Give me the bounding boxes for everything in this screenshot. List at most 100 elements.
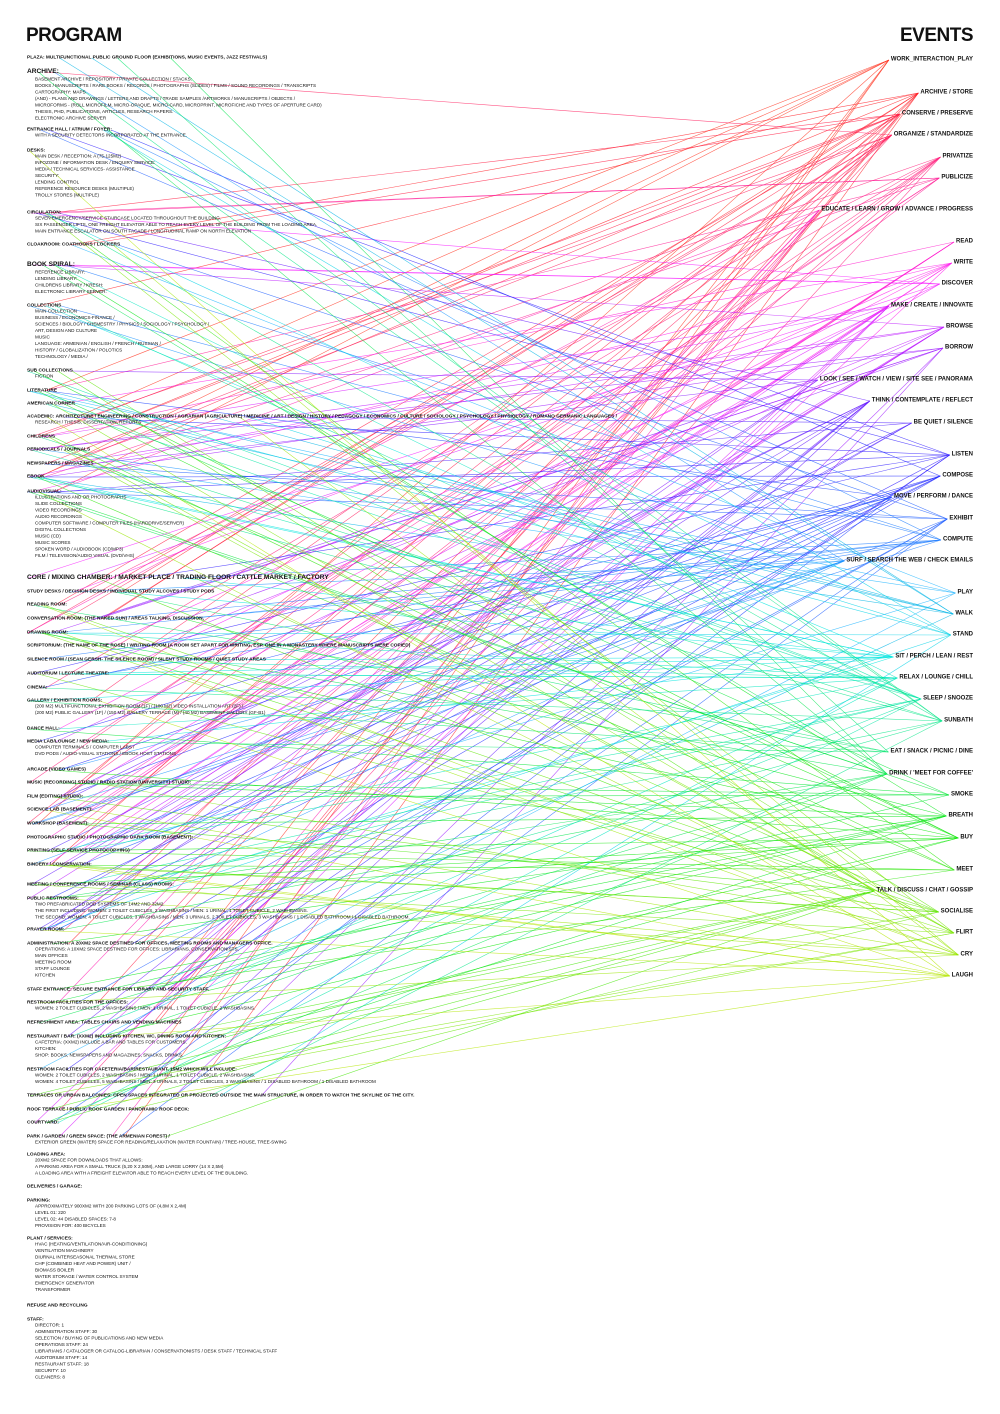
program-line: SIX PASSENGER LIFTS, ONE FREIGHT ELEVATO… — [35, 222, 317, 227]
connection-line — [170, 57, 888, 775]
connection-line — [29, 150, 950, 977]
program-line: BUSINESS / ECONOMICS-FINANCE / — [35, 315, 115, 320]
connection-line — [49, 400, 870, 931]
connection-line — [103, 262, 952, 647]
program-line: REFERENCE LIBRARY: — [35, 270, 85, 275]
events-list: WORK_INTERACTION_PLAY ARCHIVE / STORE CONS… — [820, 57, 974, 979]
connection-line — [57, 782, 950, 796]
connection-line — [68, 560, 845, 593]
program-line: EXTERIOR GREEN (WATER) SPACE FOR READING… — [35, 1140, 287, 1145]
connection-line — [112, 244, 959, 956]
connection-line — [71, 244, 956, 594]
event-label: THINK / CONTEMPLATE / REFLECT — [872, 398, 974, 404]
program-line: MEETING ROOM — [35, 960, 72, 965]
connection-line — [58, 400, 870, 798]
connection-line — [34, 305, 890, 1124]
program-line: AUDITORIUM STAFF: 14 — [35, 1355, 88, 1360]
program-line: SCIENCES / BIOLOGY / CHEMESTRY / PHYSICS… — [35, 322, 210, 327]
program-heading: TERRACES OR URBAN BALCONIES: OPEN SPACES… — [27, 1092, 414, 1098]
connection-line — [41, 241, 955, 438]
program-line: LENDING LIBRARY: — [35, 276, 77, 281]
connection-line — [65, 864, 950, 977]
event-label: WRITE — [954, 260, 973, 266]
connection-line — [52, 815, 947, 945]
connection-line — [64, 656, 894, 675]
program-line: FICTION — [35, 374, 53, 379]
connection-line — [65, 264, 942, 541]
connection-line — [45, 134, 892, 465]
connection-line — [75, 823, 875, 892]
program-heading: ENTRANCE HALL / ATRIUM / FOYER: — [27, 126, 112, 132]
program-line: FILM / TELEVISION/AUDIO VISUAL (DVD/VHS) — [35, 553, 135, 558]
program-heading: RESTAURANT / BAR: (XXM2) INCLUDING KITCH… — [27, 1033, 226, 1039]
connection-line — [83, 463, 956, 594]
program-line: CARTOGRAPHY: MAPS — [35, 90, 86, 95]
program-heading: STAFF: — [27, 1316, 44, 1322]
connection-line — [34, 539, 942, 825]
connection-line — [114, 591, 889, 753]
connection-line — [111, 129, 941, 477]
program-heading: ROOF TERRACE / PUBLIC ROOF GARDEN / PANO… — [27, 1106, 190, 1112]
connection-line — [161, 59, 890, 991]
program-line: DVD PODS / AUDIO-VISUAL STATIONS / EBOOK… — [35, 751, 176, 756]
program-heading: PUBLIC RESTROOMS: — [27, 895, 79, 901]
program-line: SLIDE COLLECTIONS — [35, 501, 82, 506]
connection-line — [68, 370, 818, 381]
program-line: MUSIC (CD) — [35, 534, 61, 539]
program-heading: CLOAKROOM: COATHOOKS / LOCKERS — [27, 241, 121, 247]
program-heading: STUDY DESKS / DECISION DESKS / INDIVIDUA… — [27, 588, 215, 594]
connection-line — [27, 700, 889, 753]
connection-line — [46, 305, 890, 866]
connection-line — [56, 677, 898, 852]
program-line: SHOP: BOOKS, NEWSPAPERS AND MAGAZINES, S… — [35, 1053, 183, 1058]
program-heading: SCIENCE LAB (BASEMENT): — [27, 806, 93, 812]
connection-line — [61, 632, 959, 956]
event-label: SOCIALISE — [941, 909, 973, 915]
program-line: PROVISION FOR: 400 BICYCLES — [35, 1223, 106, 1228]
program-heading: PHOTOGRAPHIC STUDIO / PHOTOGRAPHIC DARK … — [27, 834, 194, 840]
program-line: SPOKEN WORD / AUDIOBOOK (CD/MP3) — [35, 547, 124, 552]
connection-line — [56, 422, 912, 493]
event-label: WORK_INTERACTION_PLAY — [891, 57, 973, 63]
connection-line — [27, 850, 955, 871]
program-line: A LOADING AREA WITH A FREIGHT ELEVATOR A… — [35, 1171, 248, 1176]
connection-line — [88, 698, 922, 1111]
program-line: APPROXIMATELY 900XM2 WITH 200 PARKING LO… — [35, 1204, 187, 1209]
connection-line — [42, 837, 959, 900]
connection-line — [47, 212, 943, 722]
connection-line — [149, 134, 892, 647]
connection-line — [106, 884, 959, 956]
program-line: ADMINISTRATION STAFF: 30 — [35, 1329, 98, 1334]
event-label: LAUGH — [952, 973, 973, 979]
connection-line — [44, 604, 939, 913]
connection-line — [59, 475, 941, 771]
program-line: BASEMENT ARCHIVE / REPOSITORY / PRIVATE … — [35, 77, 192, 82]
connection-line — [105, 129, 942, 541]
program-heading: PERIODICALS / JOURNALS — [27, 446, 91, 452]
connection-line — [129, 416, 922, 700]
program-line: BOOKS / MANUSCRIPTS / RARE BOOKS / RECOR… — [35, 83, 316, 88]
event-label: DISCOVER — [942, 281, 974, 287]
program-heading: BINDERY / CONSERVATION: — [27, 861, 92, 867]
program-line: (AND) - PLANS AND DRAWINGS / LETTERS AND… — [35, 96, 296, 101]
connection-line — [88, 809, 959, 956]
connection-line — [117, 869, 955, 991]
connection-line — [58, 659, 898, 679]
program-heading: COLLECTIONS — [27, 302, 62, 308]
connection-line — [34, 370, 959, 839]
program-line: VENTILATION MACHINERY — [35, 1248, 94, 1253]
connection-line — [51, 209, 820, 493]
program-line: SECURITY: — [35, 173, 59, 178]
connection-line — [48, 864, 955, 871]
program-line: DIGITAL COLLECTIONS — [35, 527, 86, 532]
program-line: CHP (COMBINED HEAT AND POWER) UNIT / — [35, 1261, 131, 1266]
program-line: WITH A SECURITY DETECTORS INCORPORATED A… — [35, 133, 187, 138]
connection-line — [31, 560, 845, 825]
connection-line — [39, 632, 888, 775]
connection-line — [47, 890, 875, 1124]
connection-line — [75, 815, 947, 825]
connection-line — [45, 400, 870, 811]
connection-line — [44, 463, 948, 520]
connection-line — [96, 577, 875, 892]
connection-line — [47, 416, 950, 977]
